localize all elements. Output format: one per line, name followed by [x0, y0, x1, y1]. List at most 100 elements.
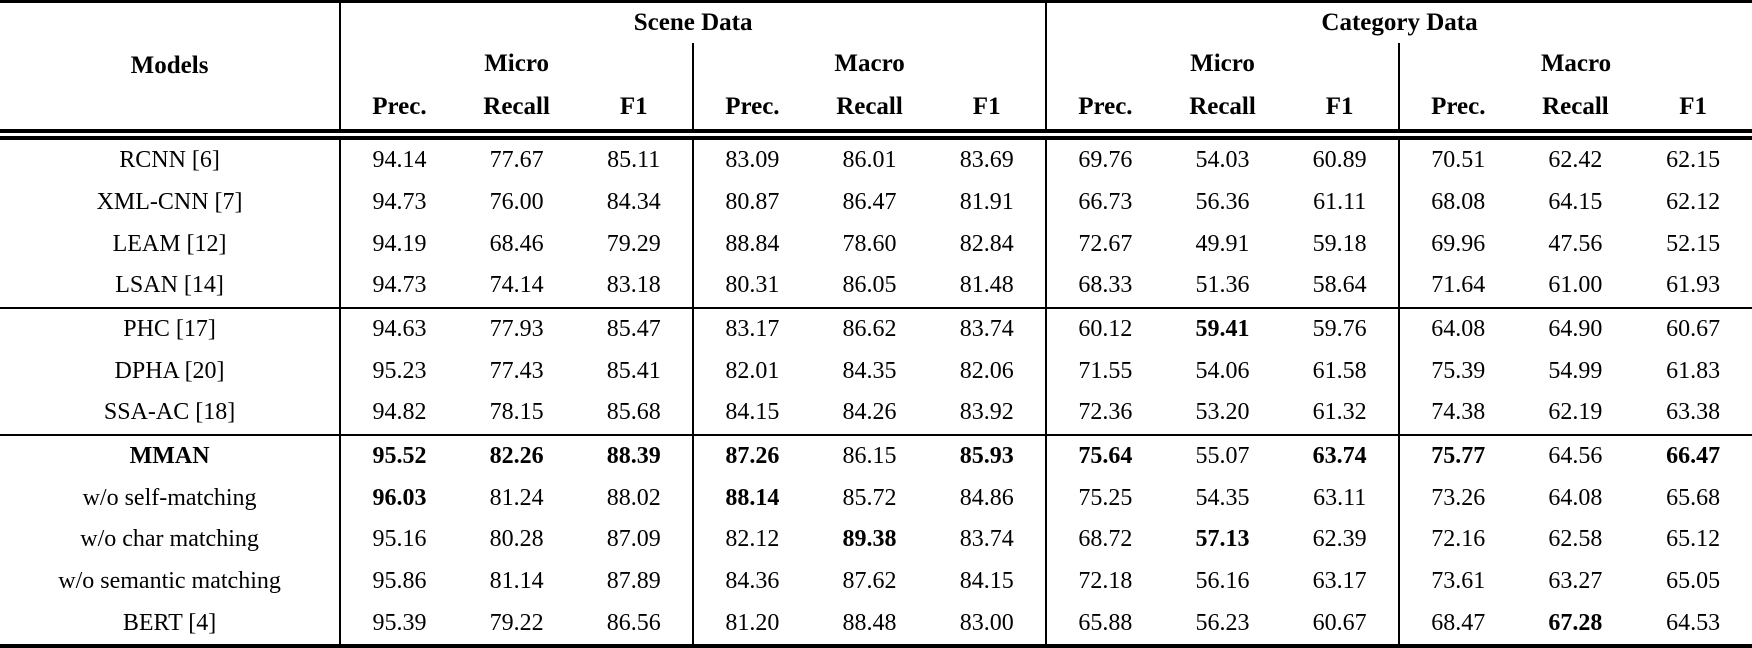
value-cell: 60.12: [1045, 307, 1164, 351]
models-column-header: Models: [0, 1, 342, 135]
value-cell: 61.93: [1666, 272, 1721, 299]
metric-header: Prec.: [1397, 85, 1517, 135]
value-cell: 56.36: [1195, 189, 1250, 216]
value-cell: 66.73: [1045, 181, 1164, 224]
value-cell: 82.12: [692, 518, 811, 561]
metric-header: Recall: [1542, 93, 1609, 120]
table-header: Models Scene Data Category Data Micro Ma…: [0, 1, 1752, 135]
value-cell: 81.14: [489, 567, 544, 594]
value-cell: 62.12: [1666, 189, 1721, 216]
value-cell: 65.05: [1666, 567, 1721, 594]
value-cell: 84.86: [959, 484, 1014, 511]
value-cell: 59.76: [1312, 316, 1367, 343]
value-cell: 72.16: [1397, 518, 1517, 561]
category-macro-header: Macro: [1397, 43, 1752, 85]
value-cell: 68.46: [489, 230, 544, 257]
table-row: w/o self-matching 96.03 81.24 88.02 88.14 85.…: [0, 477, 1752, 519]
value-cell: 59.18: [1312, 230, 1367, 257]
value-cell: 66.47: [1666, 443, 1721, 470]
value-cell: 60.67: [1666, 316, 1721, 343]
table-block-ours-and-ablations: MMAN 95.52 82.26 88.39 87.26 86.15 85.93 75.64 5…: [0, 434, 1752, 646]
value-cell: 62.39: [1312, 526, 1367, 553]
value-cell: 63.74: [1312, 443, 1367, 470]
category-micro-header: Micro: [1045, 43, 1399, 85]
value-cell: 95.52: [372, 443, 427, 470]
value-cell: 83.74: [959, 316, 1014, 343]
value-cell: 86.05: [842, 272, 897, 299]
table-row: BERT [4] 95.39 79.22 86.56 81.20 88.48 83.00 65…: [0, 602, 1752, 646]
value-cell: 85.11: [607, 147, 661, 174]
metric-header-row: Prec. Recall F1 Prec. Recall F1 Prec. Recall F1 P…: [0, 85, 1752, 135]
value-cell: 88.02: [606, 484, 661, 511]
value-cell: 95.23: [372, 357, 427, 384]
value-cell: 64.08: [1548, 484, 1603, 511]
value-cell: 89.38: [842, 526, 897, 553]
table-block-baselines: RCNN [6] 94.14 77.67 85.11 83.09 86.01 83.69 69…: [0, 134, 1752, 308]
value-cell: 54.99: [1548, 357, 1603, 384]
value-cell: 79.22: [489, 609, 544, 636]
table-row: DPHA [20] 95.23 77.43 85.41 82.01 84.35 82.06 7…: [0, 350, 1752, 392]
model-cell: w/o self-matching: [0, 477, 342, 519]
table-row: SSA-AC [18] 94.82 78.15 85.68 84.15 84.26 83.9…: [0, 392, 1752, 435]
value-cell: 83.17: [692, 307, 811, 351]
value-cell: 73.61: [1397, 560, 1517, 603]
value-cell: 64.15: [1548, 189, 1603, 216]
value-cell: 88.84: [692, 223, 811, 266]
table-row: PHC [17] 94.63 77.93 85.47 83.17 86.62 83.74 60…: [0, 307, 1752, 351]
value-cell: 88.39: [606, 443, 661, 470]
table-row: RCNN [6] 94.14 77.67 85.11 83.09 86.01 83.69 69…: [0, 134, 1752, 182]
value-cell: 62.19: [1548, 399, 1603, 426]
value-cell: 63.17: [1312, 567, 1367, 594]
value-cell: 81.91: [959, 189, 1014, 216]
value-cell: 94.82: [372, 399, 427, 426]
metric-header: Recall: [483, 93, 550, 120]
model-cell: LSAN [14]: [0, 265, 342, 308]
value-cell: 57.13: [1195, 526, 1250, 553]
value-cell: 65.68: [1666, 484, 1721, 511]
scene-macro-header: Macro: [692, 43, 1047, 85]
value-cell: 81.48: [959, 272, 1014, 299]
value-cell: 82.06: [959, 357, 1014, 384]
value-cell: 80.28: [489, 526, 544, 553]
value-cell: 47.56: [1548, 230, 1603, 257]
value-cell: 75.77: [1397, 434, 1517, 478]
value-cell: 81.20: [692, 602, 811, 646]
value-cell: 82.26: [489, 443, 544, 470]
value-cell: 82.84: [959, 230, 1014, 257]
value-cell: 83.00: [959, 609, 1014, 636]
metric-header: F1: [619, 93, 648, 120]
value-cell: 68.47: [1397, 602, 1517, 646]
value-cell: 62.42: [1548, 147, 1603, 174]
value-cell: 84.26: [842, 399, 897, 426]
value-cell: 64.56: [1548, 443, 1603, 470]
model-cell: PHC [17]: [0, 307, 342, 351]
value-cell: 63.38: [1666, 399, 1721, 426]
metric-header: F1: [972, 93, 1001, 120]
value-cell: 84.34: [606, 189, 661, 216]
value-cell: 84.36: [692, 560, 811, 603]
model-cell: RCNN [6]: [0, 134, 342, 182]
value-cell: 94.14: [372, 147, 427, 174]
value-cell: 75.64: [1045, 434, 1164, 478]
value-cell: 60.67: [1312, 609, 1367, 636]
value-cell: 95.16: [372, 526, 427, 553]
value-cell: 95.39: [372, 609, 427, 636]
value-cell: 61.83: [1666, 357, 1721, 384]
value-cell: 83.92: [959, 399, 1014, 426]
value-cell: 87.89: [606, 567, 661, 594]
model-cell: LEAM [12]: [0, 223, 342, 266]
value-cell: 94.73: [372, 272, 427, 299]
value-cell: 79.29: [606, 230, 661, 257]
value-cell: 49.91: [1195, 230, 1250, 257]
value-cell: 85.93: [959, 443, 1014, 470]
value-cell: 74.14: [489, 272, 544, 299]
value-cell: 83.18: [606, 272, 661, 299]
value-cell: 86.62: [842, 316, 897, 343]
value-cell: 63.27: [1548, 567, 1603, 594]
metric-header: Prec.: [372, 93, 427, 120]
table-row: w/o semantic matching 95.86 81.14 87.89 84.3…: [0, 560, 1752, 603]
value-cell: 83.09: [692, 134, 811, 182]
metric-header: Recall: [1189, 93, 1256, 120]
value-cell: 86.47: [842, 189, 897, 216]
value-cell: 95.86: [372, 567, 427, 594]
